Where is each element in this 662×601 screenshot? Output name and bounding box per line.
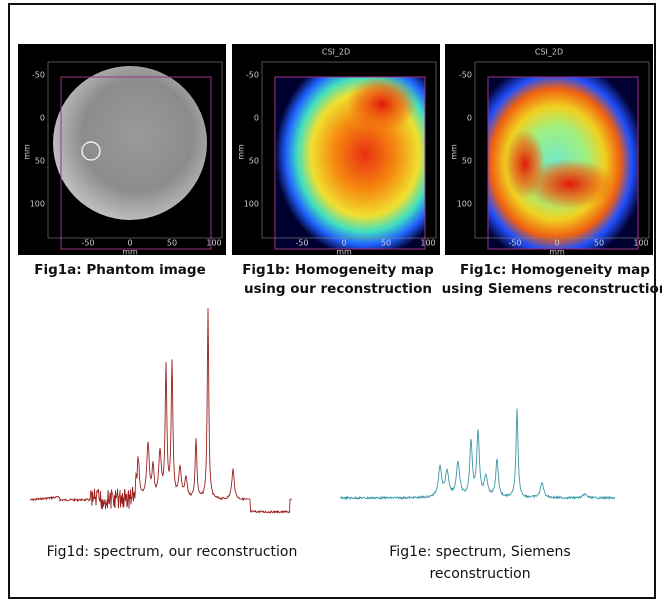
x-tick-label: 0 — [127, 239, 132, 248]
x-tick-label: 0 — [341, 239, 346, 248]
x-tick-label: 50 — [167, 239, 177, 248]
y-tick-label: 50 — [462, 157, 472, 166]
y-tick-label: -50 — [246, 71, 259, 80]
x-tick-label: 50 — [594, 239, 604, 248]
x-axis-label: mm — [122, 248, 138, 257]
x-axis-label: mm — [549, 248, 565, 257]
y-tick-label: 50 — [35, 157, 45, 166]
y-axis-label: mm — [237, 144, 246, 160]
panel-title: CSI_2D — [535, 48, 563, 57]
spectrum-trace — [340, 409, 615, 499]
y-tick-label: 100 — [30, 200, 45, 209]
y-tick-label: 0 — [467, 114, 472, 123]
y-axis-label: mm — [23, 144, 32, 160]
figure: -50 0 50 100 -50 0 50 100 mm mm Fig1a: Phantom ima… — [0, 0, 662, 601]
panel-title: CSI_2D — [322, 48, 350, 57]
y-axis-label: mm — [450, 144, 459, 160]
hotspot — [347, 76, 417, 132]
x-tick-label: 100 — [633, 239, 648, 248]
y-tick-label: 100 — [244, 200, 259, 209]
x-tick-label: 100 — [206, 239, 221, 248]
y-tick-label: 0 — [40, 114, 45, 123]
caption: Fig1a: Phantom image — [34, 262, 205, 278]
image-panel: -50 0 50 100 -50 0 50 100 mm mm — [18, 44, 226, 257]
caption: Fig1b: Homogeneity map — [242, 262, 434, 278]
x-tick-label: -50 — [295, 239, 308, 248]
x-tick-label: -50 — [81, 239, 94, 248]
y-tick-label: 50 — [249, 157, 259, 166]
y-tick-label: 0 — [254, 114, 259, 123]
image-panel: CSI_2D -50 0 50 100 -50 0 50 100 mm mm — [232, 44, 440, 257]
y-tick-label: -50 — [459, 71, 472, 80]
x-tick-label: 100 — [420, 239, 435, 248]
caption: Fig1c: Homogeneity map — [460, 262, 650, 278]
caption: reconstruction — [429, 566, 530, 582]
x-axis-label: mm — [336, 248, 352, 257]
hotspot — [505, 129, 545, 199]
x-tick-label: 50 — [381, 239, 391, 248]
caption: Fig1d: spectrum, our reconstruction — [47, 544, 298, 560]
x-tick-label: -50 — [508, 239, 521, 248]
x-tick-label: 0 — [554, 239, 559, 248]
y-tick-label: -50 — [32, 71, 45, 80]
image-panel: CSI_2D -50 0 50 100 -50 0 50 100 mm mm — [445, 44, 653, 257]
y-tick-label: 100 — [457, 200, 472, 209]
spectrum-trace — [30, 308, 292, 513]
caption: using our reconstruction — [244, 281, 432, 297]
caption: using Siemens reconstruction — [442, 281, 662, 297]
caption: Fig1e: spectrum, Siemens — [389, 544, 570, 560]
page: -50 0 50 100 -50 0 50 100 mm mm Fig1a: Phantom ima… — [0, 0, 662, 601]
phantom — [53, 66, 207, 220]
